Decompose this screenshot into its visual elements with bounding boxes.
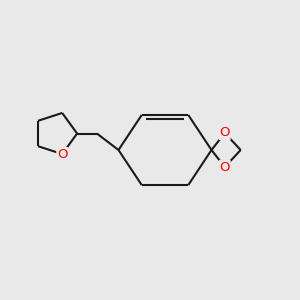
Text: O: O — [220, 160, 230, 173]
Text: O: O — [220, 127, 230, 140]
Text: O: O — [57, 148, 68, 160]
